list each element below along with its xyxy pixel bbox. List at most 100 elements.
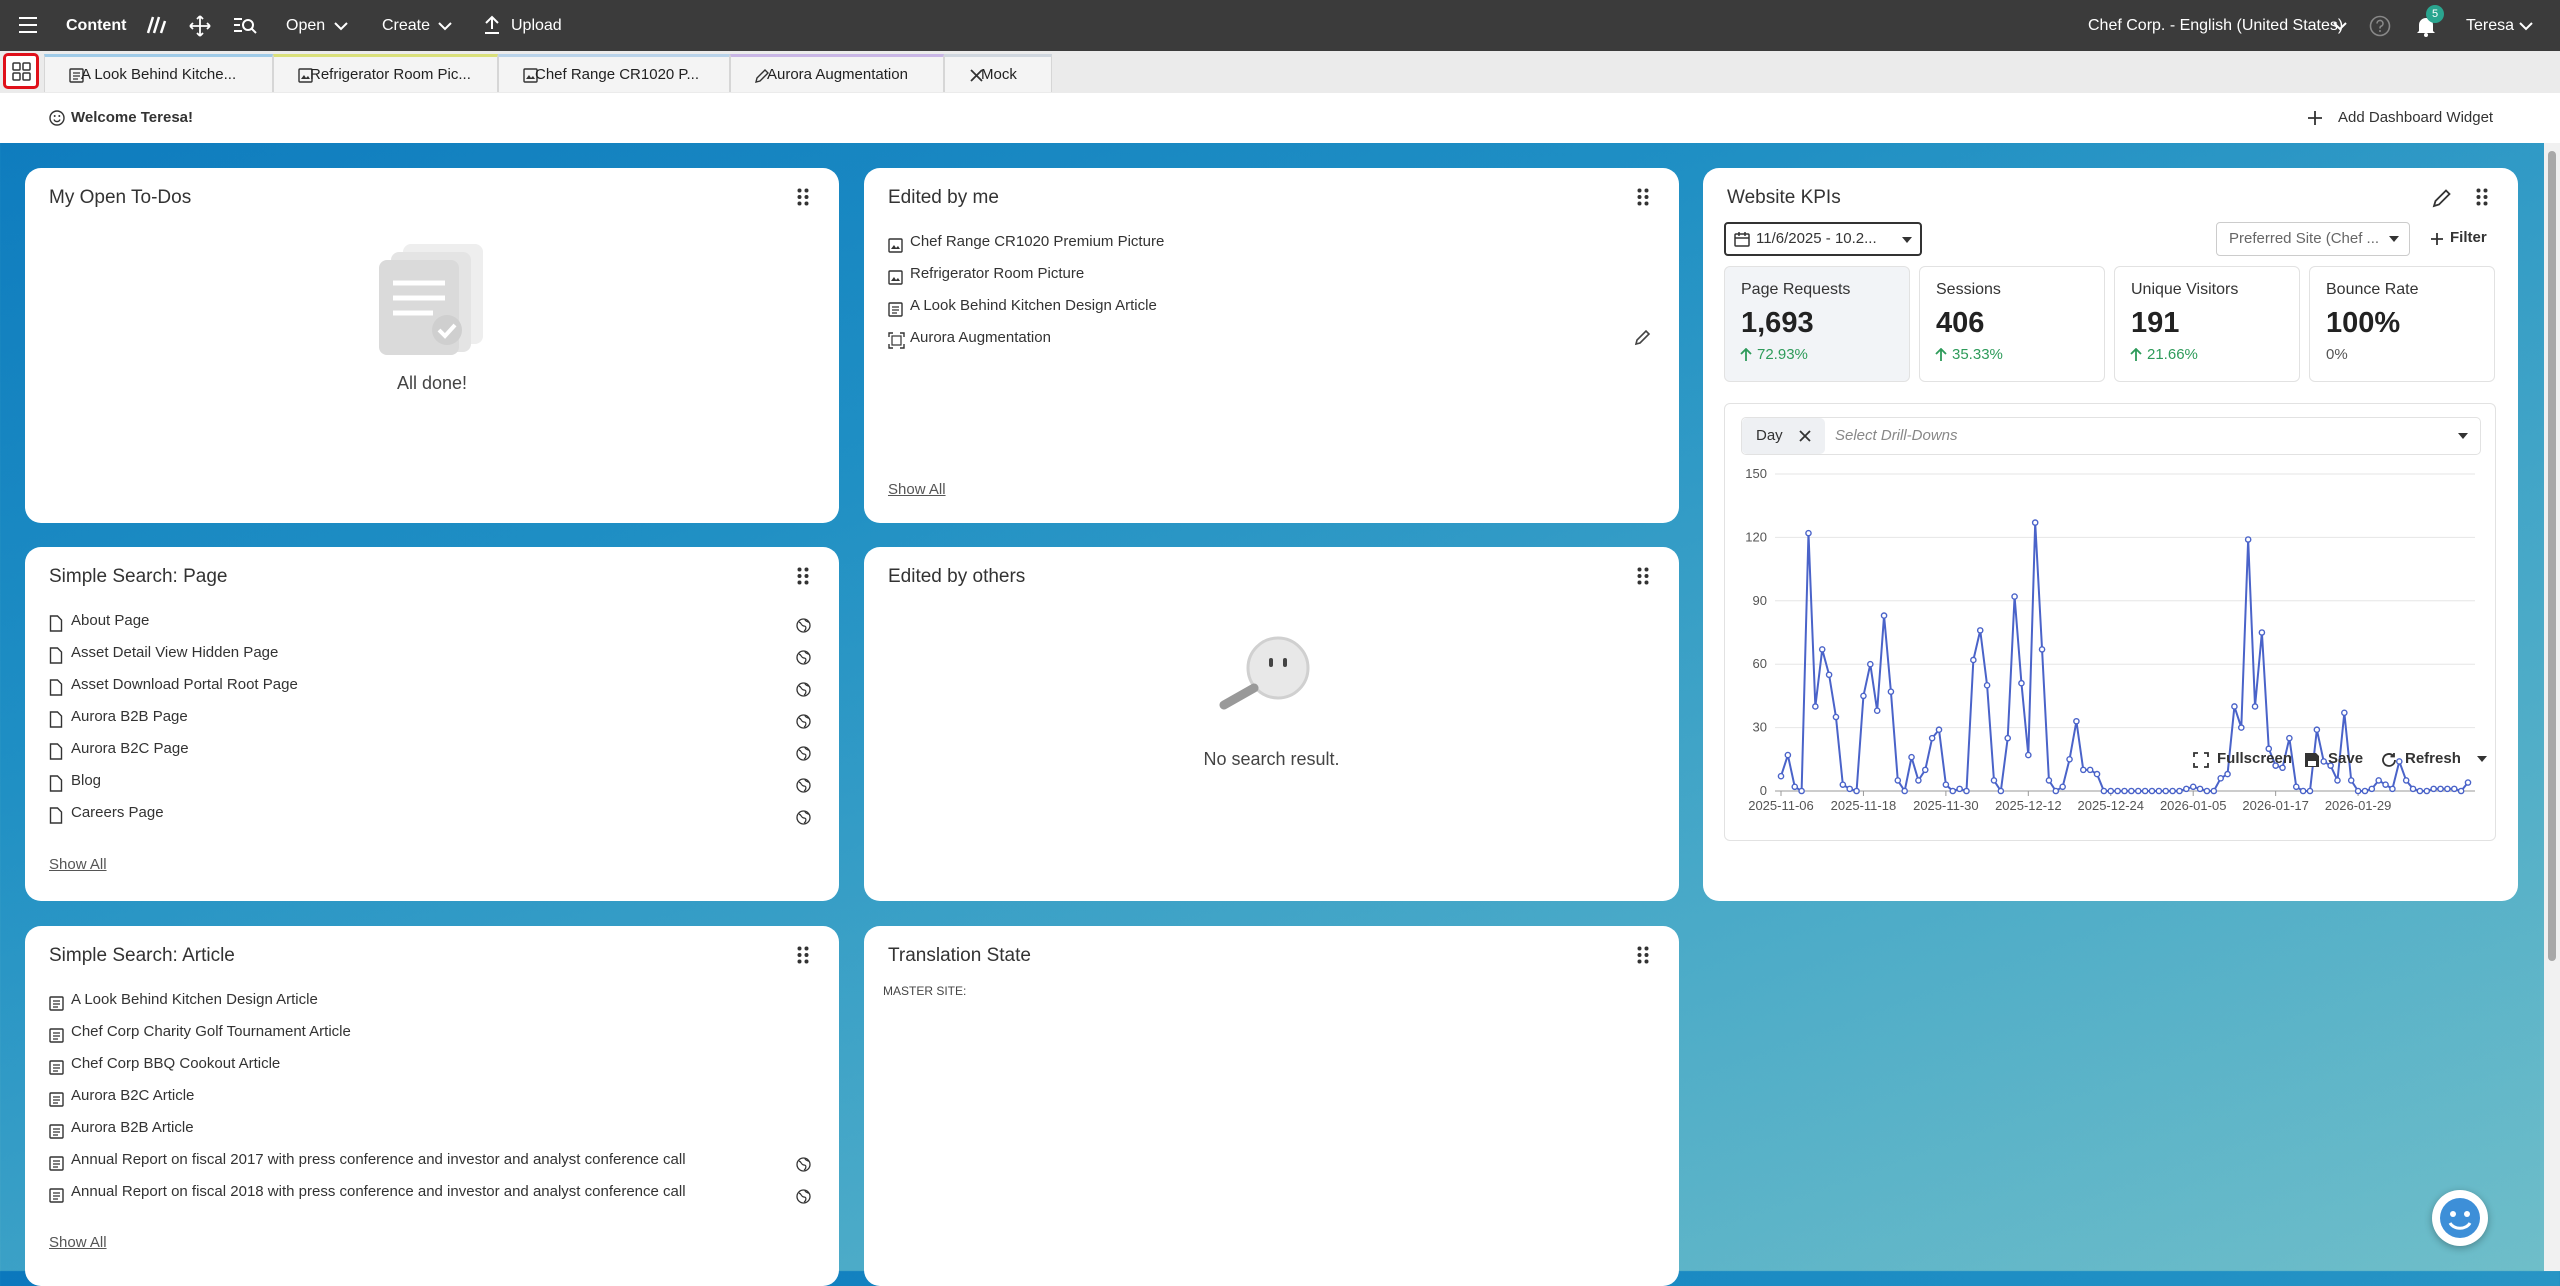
show-all-link[interactable]: Show All [49, 856, 107, 873]
tab[interactable]: Aurora Augmentation [730, 54, 944, 92]
globe-icon[interactable] [796, 709, 811, 741]
list-item[interactable]: Asset Detail View Hidden Page [49, 637, 815, 669]
list-item[interactable]: Annual Report on fiscal 2018 with press … [49, 1176, 815, 1208]
item-label[interactable]: Chef Corp Charity Golf Tournament Articl… [71, 1023, 351, 1040]
fullscreen-button[interactable]: Fullscreen [2217, 750, 2293, 767]
item-label[interactable]: A Look Behind Kitchen Design Article [910, 297, 1157, 314]
drag-handle[interactable] [797, 946, 809, 969]
list-item[interactable]: Blog [49, 765, 815, 797]
globe-icon[interactable] [796, 741, 811, 773]
drag-handle[interactable] [797, 188, 809, 211]
save-button[interactable]: Save [2328, 750, 2364, 767]
edit-icon[interactable] [1634, 328, 1652, 346]
list-item[interactable]: A Look Behind Kitchen Design Article [888, 290, 1655, 322]
globe-icon[interactable] [796, 805, 811, 837]
refresh-icon[interactable] [2381, 752, 2397, 768]
list-item[interactable]: Aurora B2C Article [49, 1080, 815, 1112]
list-item[interactable]: Aurora Augmentation [888, 322, 1655, 354]
list-item[interactable]: A Look Behind Kitchen Design Article [49, 984, 815, 1016]
list-item[interactable]: Chef Corp Charity Golf Tournament Articl… [49, 1016, 815, 1048]
date-range-picker[interactable]: 11/6/2025 - 10.2... [1724, 222, 1922, 256]
tab[interactable]: Chef Range CR1020 P... [498, 54, 730, 92]
drag-handle[interactable] [2476, 188, 2488, 211]
list-item[interactable]: Refrigerator Room Picture [888, 258, 1655, 290]
drilldown-field[interactable]: Day Select Drill-Downs [1741, 417, 2481, 455]
list-item[interactable]: Aurora B2C Page [49, 733, 815, 765]
item-label[interactable]: Careers Page [71, 804, 164, 821]
data-point [2231, 703, 2238, 710]
show-all-link[interactable]: Show All [49, 1234, 107, 1251]
dashboard-tab[interactable] [3, 53, 39, 89]
tab[interactable]: Refrigerator Room Pic... [273, 54, 498, 92]
item-label[interactable]: About Page [71, 612, 150, 629]
drag-handle[interactable] [1637, 188, 1649, 211]
scrollbar[interactable] [2544, 143, 2560, 1271]
drag-handle[interactable] [797, 567, 809, 590]
app-name[interactable]: Content [66, 17, 127, 34]
item-label[interactable]: Asset Detail View Hidden Page [71, 644, 279, 661]
refresh-button[interactable]: Refresh [2405, 750, 2461, 767]
item-label[interactable]: Asset Download Portal Root Page [71, 676, 298, 693]
upload-button[interactable]: Upload [511, 17, 562, 34]
tab[interactable]: A Look Behind Kitche... [44, 54, 273, 92]
item-label[interactable]: A Look Behind Kitchen Design Article [71, 991, 318, 1008]
list-item[interactable]: Aurora B2B Page [49, 701, 815, 733]
create-menu[interactable]: Create [382, 17, 431, 34]
list-item[interactable]: About Page [49, 605, 815, 637]
filter-button[interactable]: Filter [2450, 229, 2487, 246]
list-item[interactable]: Aurora B2B Article [49, 1112, 815, 1144]
user-menu[interactable]: Teresa [2466, 17, 2515, 34]
drag-handle[interactable] [1637, 946, 1649, 969]
fullscreen-icon[interactable] [2193, 752, 2209, 768]
list-item[interactable]: Annual Report on fiscal 2017 with press … [49, 1144, 815, 1176]
site-selector[interactable]: Chef Corp. - English (United States) [2088, 17, 2344, 34]
kpi-card[interactable]: Unique Visitors 191 21.66% [2114, 266, 2300, 382]
chip-remove[interactable] [1798, 429, 1812, 443]
library-icon[interactable] [145, 15, 167, 35]
list-item[interactable]: Chef Range CR1020 Premium Picture [888, 226, 1655, 258]
item-label[interactable]: Annual Report on fiscal 2017 with press … [71, 1151, 686, 1168]
site-selector[interactable]: Preferred Site (Chef ... [2216, 222, 2410, 256]
globe-icon[interactable] [796, 645, 811, 677]
chatbot-button[interactable] [2432, 1190, 2488, 1246]
item-label[interactable]: Annual Report on fiscal 2018 with press … [71, 1183, 686, 1200]
dropdown-arrow[interactable] [2477, 756, 2487, 762]
item-label[interactable]: Aurora Augmentation [910, 329, 1051, 346]
menu-icon[interactable] [18, 16, 38, 34]
save-icon[interactable] [2304, 752, 2320, 768]
globe-icon[interactable] [796, 677, 811, 709]
kpi-card[interactable]: Sessions 406 35.33% [1919, 266, 2105, 382]
add-widget-button[interactable]: Add Dashboard Widget [2338, 109, 2494, 126]
chip[interactable]: Day [1742, 418, 1825, 454]
kpi-card[interactable]: Page Requests 1,693 72.93% [1724, 266, 1910, 382]
item-label[interactable]: Aurora B2C Page [71, 740, 189, 757]
help-icon[interactable] [2369, 15, 2391, 37]
globe-icon[interactable] [796, 1152, 811, 1184]
item-label[interactable]: Chef Corp BBQ Cookout Article [71, 1055, 281, 1072]
list-item[interactable]: Careers Page [49, 797, 815, 829]
item-label[interactable]: Aurora B2C Article [71, 1087, 195, 1104]
upload-icon[interactable] [483, 15, 501, 35]
search-icon[interactable] [233, 16, 257, 36]
globe-icon[interactable] [796, 613, 811, 645]
edit-icon[interactable] [2432, 188, 2452, 208]
drag-handle[interactable] [1637, 567, 1649, 590]
data-point [2430, 785, 2437, 793]
item-label[interactable]: Chef Range CR1020 Premium Picture [910, 233, 1165, 250]
list-item[interactable]: Chef Corp BBQ Cookout Article [49, 1048, 815, 1080]
plus-icon[interactable] [2307, 110, 2323, 126]
scrollbar-thumb[interactable] [2548, 151, 2556, 961]
kpi-card[interactable]: Bounce Rate 100% 0% [2309, 266, 2495, 382]
open-menu[interactable]: Open [286, 17, 326, 34]
globe-icon[interactable] [796, 1184, 811, 1216]
globe-icon[interactable] [796, 773, 811, 805]
plus-icon[interactable] [2430, 232, 2444, 246]
item-label[interactable]: Aurora B2B Page [71, 708, 188, 725]
tab[interactable]: Mock [944, 54, 1052, 92]
list-item[interactable]: Asset Download Portal Root Page [49, 669, 815, 701]
item-label[interactable]: Aurora B2B Article [71, 1119, 194, 1136]
item-label[interactable]: Blog [71, 772, 102, 789]
item-label[interactable]: Refrigerator Room Picture [910, 265, 1085, 282]
show-all-link[interactable]: Show All [888, 481, 946, 498]
move-icon[interactable] [189, 15, 211, 37]
